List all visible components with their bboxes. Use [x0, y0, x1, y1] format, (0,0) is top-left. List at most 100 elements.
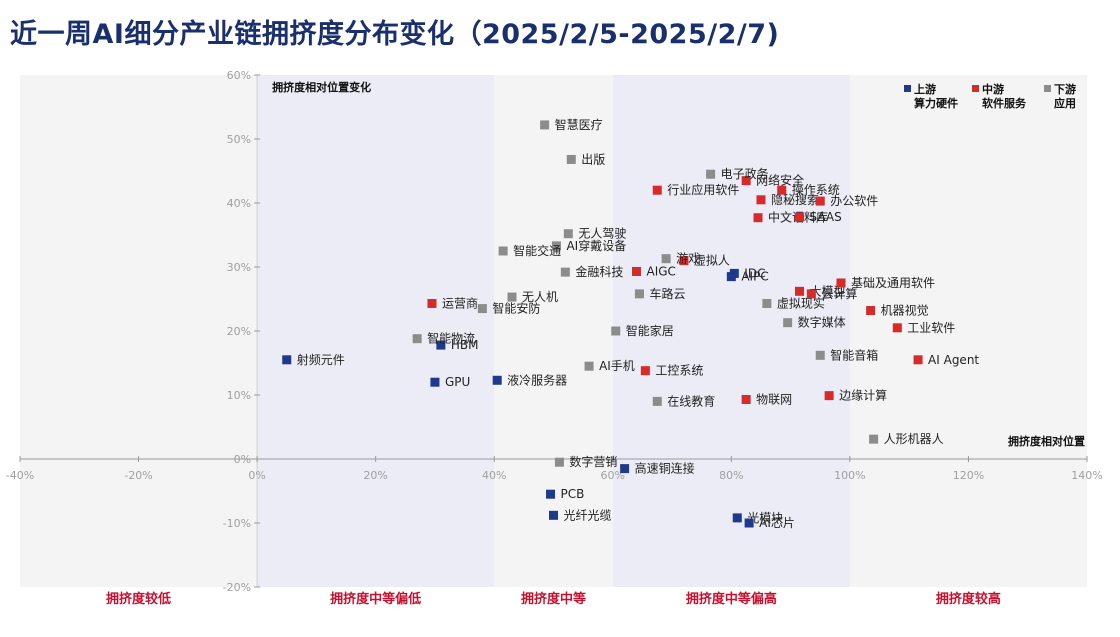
y-tick-label: 60%	[227, 69, 251, 82]
point-label: 运营商	[442, 295, 478, 310]
x-tick-label: 40%	[482, 469, 506, 482]
x-tick-label: 20%	[363, 469, 387, 482]
zone-band-3	[612, 75, 850, 587]
data-point-midstream	[815, 196, 825, 206]
point-label: SAAS	[810, 210, 842, 224]
data-point-midstream	[892, 323, 902, 333]
legend-label: 应用	[1054, 96, 1076, 110]
point-label: 智能交通	[513, 243, 561, 258]
point-label: 金融科技	[575, 264, 623, 279]
y-tick-label: -20%	[223, 581, 251, 594]
data-point-upstream	[744, 518, 754, 528]
point-label: 在线教育	[667, 393, 715, 408]
point-label: IDC	[744, 266, 765, 280]
data-point-downstream	[815, 350, 825, 360]
point-label: AI Agent	[928, 353, 979, 367]
point-label: 光纤光缆	[564, 508, 612, 522]
point-label: 行业应用软件	[667, 182, 739, 197]
data-point-upstream	[492, 375, 502, 385]
y-tick-label: 50%	[227, 133, 251, 146]
data-point-midstream	[741, 394, 751, 404]
legend-label: 下游	[1054, 82, 1076, 96]
point-label: AIGC	[646, 264, 675, 278]
x-tick-label: 100%	[834, 469, 865, 482]
data-point-upstream	[732, 513, 742, 523]
point-label: 大模型	[810, 284, 846, 298]
legend-marker-midstream	[972, 85, 979, 92]
legend-label: 上游	[914, 82, 936, 96]
point-label: AI穿戴设备	[566, 238, 626, 253]
data-point-midstream	[795, 286, 805, 296]
data-point-midstream	[756, 195, 766, 205]
data-point-upstream	[436, 340, 446, 350]
data-point-midstream	[640, 366, 650, 376]
point-label: 边缘计算	[839, 388, 887, 403]
x-axis-title: 拥挤度相对位置	[1008, 434, 1085, 448]
point-label: 云计算	[821, 286, 857, 301]
point-label: 智能安防	[492, 301, 540, 316]
data-point-downstream	[634, 289, 644, 299]
x-tick-label: 0%	[248, 469, 265, 482]
y-tick-label: -10%	[223, 517, 251, 530]
data-point-downstream	[554, 457, 564, 467]
data-point-downstream	[540, 120, 550, 130]
data-point-upstream	[282, 355, 292, 365]
zone-label: 拥挤度中等	[521, 591, 586, 607]
data-point-midstream	[753, 213, 763, 223]
point-label: AI手机	[599, 359, 635, 373]
point-label: PCB	[561, 487, 585, 501]
point-label: 游戏	[676, 252, 700, 266]
data-point-downstream	[611, 326, 621, 336]
point-label: 物联网	[756, 392, 792, 406]
data-point-downstream	[498, 246, 508, 256]
zone-band-4	[849, 75, 1087, 587]
data-point-downstream	[783, 318, 793, 328]
data-point-upstream	[620, 464, 630, 474]
point-label: 智能物流	[427, 331, 475, 346]
point-label: 智能音箱	[830, 347, 878, 362]
point-label: 操作系统	[792, 182, 840, 197]
data-point-midstream	[679, 256, 689, 266]
y-axis-title: 拥挤度相对位置变化	[272, 80, 371, 94]
point-label: 车路云	[649, 286, 685, 301]
data-point-upstream	[546, 489, 556, 499]
data-point-upstream	[549, 510, 558, 520]
legend-marker-upstream	[904, 85, 911, 92]
data-point-downstream	[560, 267, 570, 277]
point-label: 智能家居	[626, 323, 674, 338]
y-tick-label: 40%	[227, 197, 251, 210]
zone-band-0	[20, 75, 258, 587]
point-label: HBM	[451, 338, 479, 352]
point-label: 办公软件	[830, 193, 878, 208]
point-label: 虚拟人	[694, 254, 730, 268]
x-tick-label: 120%	[953, 469, 984, 482]
data-point-downstream	[706, 169, 716, 179]
data-point-downstream	[869, 434, 879, 444]
data-point-downstream	[477, 304, 487, 314]
data-point-midstream	[631, 266, 641, 276]
point-label: 数字媒体	[798, 315, 846, 330]
point-label: 无人机	[522, 290, 558, 304]
point-label: 机器视觉	[881, 303, 929, 318]
point-label: 无人驾驶	[578, 226, 626, 241]
point-label: 网络安全	[756, 173, 804, 188]
point-label: 人形机器人	[884, 432, 944, 446]
data-point-midstream	[795, 212, 805, 222]
page-title: 近一周AI细分产业链拥挤度分布变化（2025/2/5-2025/2/7)	[10, 19, 780, 50]
point-label: 工控系统	[655, 364, 703, 378]
zone-label: 拥挤度较低	[106, 591, 171, 607]
point-label: 电子政务	[721, 166, 769, 181]
x-tick-label: 60%	[601, 469, 625, 482]
data-point-upstream	[726, 272, 736, 282]
y-tick-label: 20%	[227, 325, 251, 338]
data-point-downstream	[652, 396, 662, 406]
data-point-downstream	[762, 298, 772, 308]
data-point-downstream	[584, 361, 594, 371]
point-label: 隐秘搜索	[771, 192, 819, 207]
legend-label: 中游	[982, 82, 1004, 96]
data-point-midstream	[806, 289, 816, 299]
data-point-downstream	[566, 154, 576, 164]
legend-marker-downstream	[1044, 85, 1051, 92]
legend-label: 算力硬件	[913, 96, 958, 110]
